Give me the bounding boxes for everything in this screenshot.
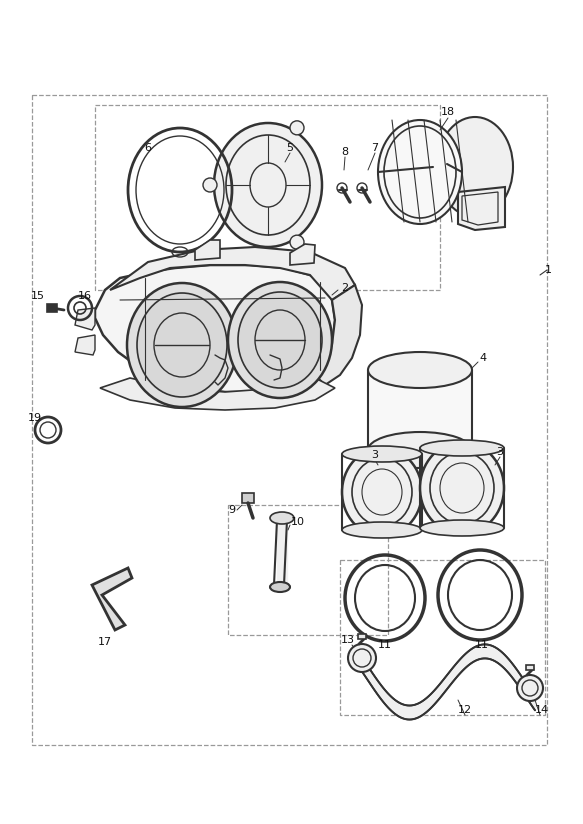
Bar <box>340 560 545 715</box>
Text: 11: 11 <box>378 640 392 650</box>
Ellipse shape <box>290 121 304 135</box>
Polygon shape <box>242 493 254 503</box>
Ellipse shape <box>420 440 504 456</box>
Bar <box>228 505 388 635</box>
Polygon shape <box>92 568 132 630</box>
Circle shape <box>348 644 376 672</box>
Ellipse shape <box>342 446 422 462</box>
Polygon shape <box>75 335 95 355</box>
Polygon shape <box>100 378 335 410</box>
Ellipse shape <box>420 442 504 534</box>
Text: 17: 17 <box>98 637 112 647</box>
Bar <box>526 665 534 670</box>
Polygon shape <box>95 265 335 392</box>
Ellipse shape <box>270 582 290 592</box>
Polygon shape <box>75 308 95 330</box>
Ellipse shape <box>228 282 332 398</box>
Ellipse shape <box>378 120 462 224</box>
Ellipse shape <box>137 293 227 397</box>
Ellipse shape <box>368 432 472 468</box>
Text: 18: 18 <box>441 107 455 117</box>
Text: 10: 10 <box>291 517 305 527</box>
Text: 5: 5 <box>286 143 293 153</box>
Text: 1: 1 <box>545 265 552 275</box>
Text: 13: 13 <box>341 635 355 645</box>
Text: 2: 2 <box>342 283 349 293</box>
Bar <box>95 105 440 290</box>
Polygon shape <box>458 187 505 230</box>
Text: 7: 7 <box>371 143 378 153</box>
Polygon shape <box>195 240 220 260</box>
Polygon shape <box>47 304 57 312</box>
Text: 14: 14 <box>535 705 549 715</box>
Ellipse shape <box>238 292 322 388</box>
Ellipse shape <box>214 123 322 247</box>
Text: 15: 15 <box>31 291 45 301</box>
Text: 8: 8 <box>342 147 349 157</box>
Polygon shape <box>315 285 362 385</box>
Ellipse shape <box>368 352 472 388</box>
Ellipse shape <box>342 448 422 536</box>
Text: 3: 3 <box>497 447 504 457</box>
Ellipse shape <box>203 178 217 192</box>
Text: 12: 12 <box>458 705 472 715</box>
Ellipse shape <box>342 522 422 538</box>
Text: 6: 6 <box>145 143 152 153</box>
Text: 9: 9 <box>229 505 236 515</box>
Bar <box>358 634 366 639</box>
Text: 11: 11 <box>475 640 489 650</box>
Bar <box>368 370 472 450</box>
Ellipse shape <box>437 117 513 217</box>
Text: 4: 4 <box>479 353 487 363</box>
Ellipse shape <box>420 520 504 536</box>
Polygon shape <box>110 247 355 300</box>
Ellipse shape <box>127 283 237 407</box>
Ellipse shape <box>270 512 294 524</box>
Text: 16: 16 <box>78 291 92 301</box>
Circle shape <box>517 675 543 701</box>
Text: 3: 3 <box>371 450 378 460</box>
Polygon shape <box>290 244 315 265</box>
Text: 19: 19 <box>28 413 42 423</box>
Bar <box>32 95 547 745</box>
Ellipse shape <box>290 235 304 249</box>
